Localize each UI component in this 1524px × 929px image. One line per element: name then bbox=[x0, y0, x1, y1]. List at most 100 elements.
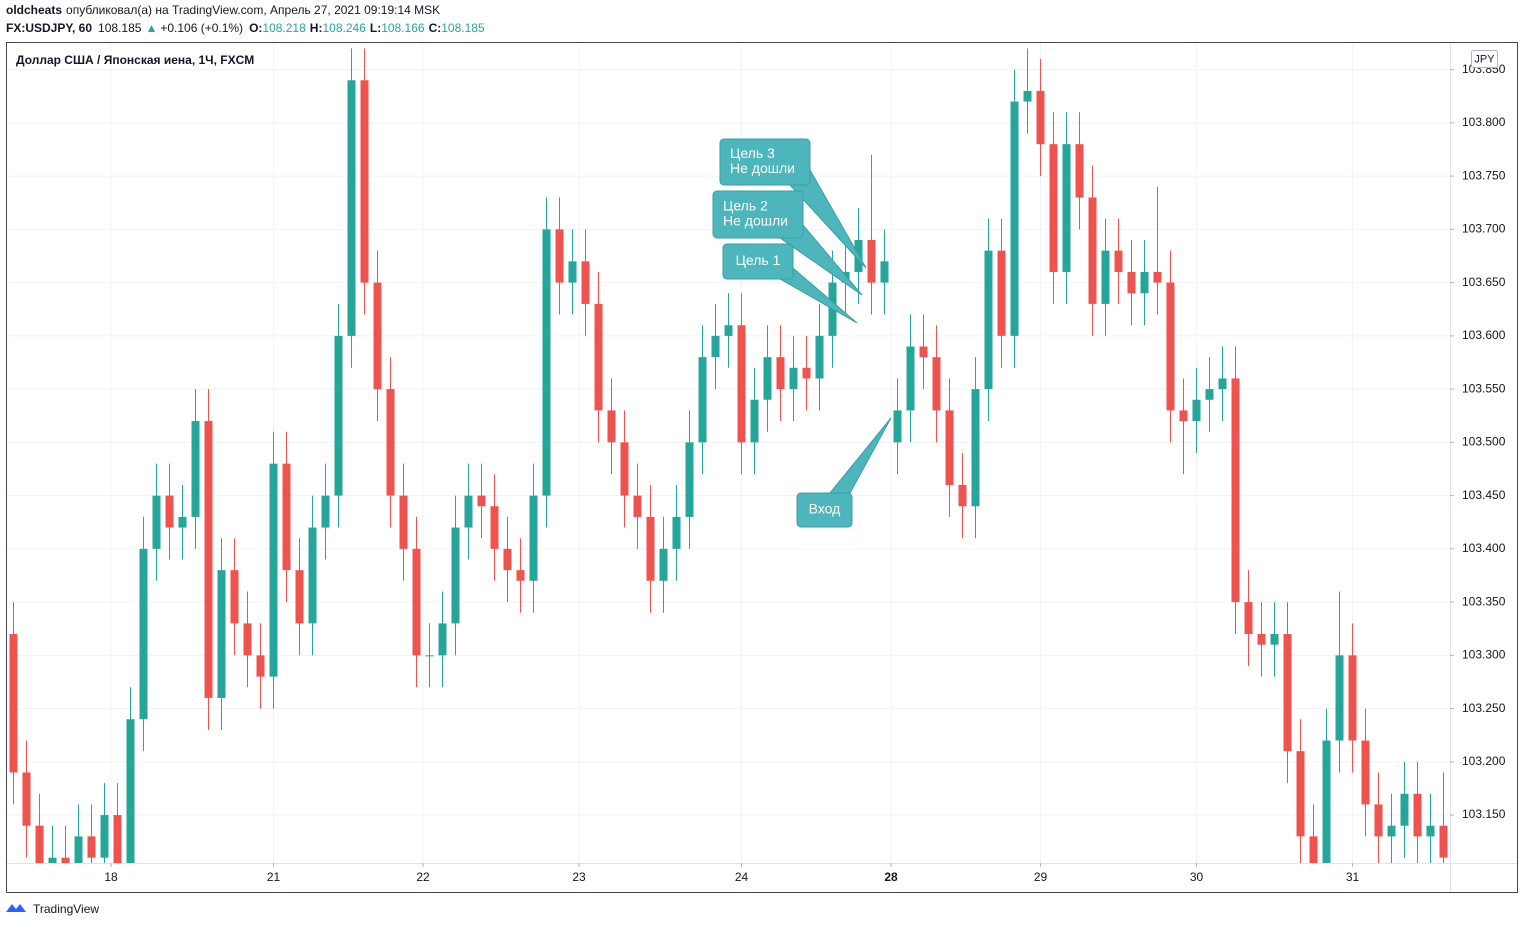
candle-body bbox=[204, 421, 213, 698]
y-tick-label: 103.600 bbox=[1462, 328, 1506, 342]
candle-body bbox=[347, 80, 356, 336]
candle-body bbox=[685, 442, 694, 517]
candle-body bbox=[425, 655, 434, 657]
candle-body bbox=[1023, 90, 1032, 102]
callout-text: Вход bbox=[809, 501, 841, 517]
y-tick-label: 103.550 bbox=[1462, 381, 1506, 395]
candle-body bbox=[1166, 282, 1175, 411]
candle-body bbox=[1413, 793, 1422, 837]
y-tick-label: 103.650 bbox=[1462, 275, 1506, 289]
candle-body bbox=[360, 80, 369, 283]
candle-body bbox=[1218, 378, 1227, 390]
candle-body bbox=[438, 623, 447, 656]
candle-body bbox=[1283, 634, 1292, 752]
candle-body bbox=[1257, 634, 1266, 645]
axes: 103.150 103.200 103.250 103.300 103.350 103.4… bbox=[104, 62, 1505, 884]
candle-body bbox=[1374, 804, 1383, 837]
candle-body bbox=[48, 857, 57, 863]
candle-body bbox=[1075, 144, 1084, 198]
change: +0.106 (+0.1%) bbox=[160, 21, 243, 35]
candle-body bbox=[1231, 378, 1240, 603]
candle-body bbox=[763, 357, 772, 400]
candle-body bbox=[971, 389, 980, 507]
candle-body bbox=[1348, 655, 1357, 741]
candle-body bbox=[1088, 197, 1097, 304]
candle-body bbox=[659, 548, 668, 581]
candle-body bbox=[1270, 634, 1279, 645]
candle-body bbox=[373, 282, 382, 390]
candle-body bbox=[568, 261, 577, 283]
y-tick-label: 103.350 bbox=[1462, 594, 1506, 608]
candle-body bbox=[9, 634, 18, 773]
author: oldcheats bbox=[6, 3, 62, 17]
o-value: 108.218 bbox=[262, 21, 306, 35]
x-tick-label: 30 bbox=[1190, 870, 1204, 884]
candle-body bbox=[737, 325, 746, 443]
candle-body bbox=[113, 815, 122, 863]
y-tick-label: 103.750 bbox=[1462, 168, 1506, 182]
candle-body bbox=[633, 495, 642, 517]
candle-body bbox=[256, 655, 265, 677]
candle-body bbox=[1296, 751, 1305, 837]
candle-body bbox=[1127, 271, 1136, 294]
candle-body bbox=[620, 442, 629, 496]
candle-body bbox=[503, 548, 512, 571]
candle-body bbox=[581, 261, 590, 304]
candle-body bbox=[516, 570, 525, 581]
candle-body bbox=[165, 495, 174, 528]
candle-body bbox=[282, 463, 291, 571]
o-label: O: bbox=[249, 21, 262, 35]
published: опубликовал(а) на TradingView.com, Апрел… bbox=[66, 3, 440, 17]
candle-body bbox=[1205, 389, 1214, 400]
y-tick-label: 103.700 bbox=[1462, 222, 1506, 236]
candle-body bbox=[152, 495, 161, 549]
callout-text: Цель 2 bbox=[723, 198, 768, 214]
candle-body bbox=[1335, 655, 1344, 741]
candle-body bbox=[464, 495, 473, 528]
candle-body bbox=[230, 570, 239, 624]
candle-body bbox=[1062, 144, 1071, 272]
candle-body bbox=[997, 250, 1006, 336]
candle-body bbox=[607, 410, 616, 443]
candle-body bbox=[880, 261, 889, 283]
candle-body bbox=[399, 495, 408, 549]
candle-body bbox=[295, 570, 304, 624]
y-tick-label: 103.500 bbox=[1462, 435, 1506, 449]
candle-body bbox=[1114, 250, 1123, 272]
l-label: L: bbox=[370, 21, 381, 35]
callout-text: Цель 3 bbox=[730, 145, 775, 161]
candle-body bbox=[321, 495, 330, 528]
candle-body bbox=[451, 527, 460, 624]
candle-body bbox=[308, 527, 317, 624]
candle-body bbox=[906, 346, 915, 411]
callout-text: Цель 1 bbox=[736, 252, 781, 268]
callout-box bbox=[722, 243, 794, 280]
candles bbox=[9, 48, 1448, 863]
x-tick-label: 23 bbox=[572, 870, 586, 884]
y-tick-label: 103.200 bbox=[1462, 754, 1506, 768]
currency-box bbox=[1471, 50, 1498, 68]
l-value: 108.166 bbox=[381, 21, 425, 35]
candle-body bbox=[100, 815, 109, 858]
candle-body bbox=[1010, 101, 1019, 336]
candle-body bbox=[945, 410, 954, 485]
candle-body bbox=[1439, 825, 1448, 858]
candle-body bbox=[893, 410, 902, 443]
candle-body bbox=[724, 325, 733, 336]
candle-body bbox=[919, 346, 928, 358]
callout-box bbox=[796, 492, 853, 528]
candle-body bbox=[490, 506, 499, 549]
x-tick-label: 31 bbox=[1346, 870, 1360, 884]
candle-body bbox=[958, 484, 967, 507]
candle-body bbox=[74, 836, 83, 863]
last: 108.185 bbox=[98, 21, 142, 35]
candle-body bbox=[477, 495, 486, 507]
candle-body bbox=[1387, 825, 1396, 837]
candle-body bbox=[789, 367, 798, 390]
candle-body bbox=[1426, 825, 1435, 837]
h-label: H: bbox=[310, 21, 323, 35]
legend-title: Доллар США / Японская иена, 1Ч, FXCM bbox=[16, 53, 254, 67]
candle-body bbox=[217, 570, 226, 698]
